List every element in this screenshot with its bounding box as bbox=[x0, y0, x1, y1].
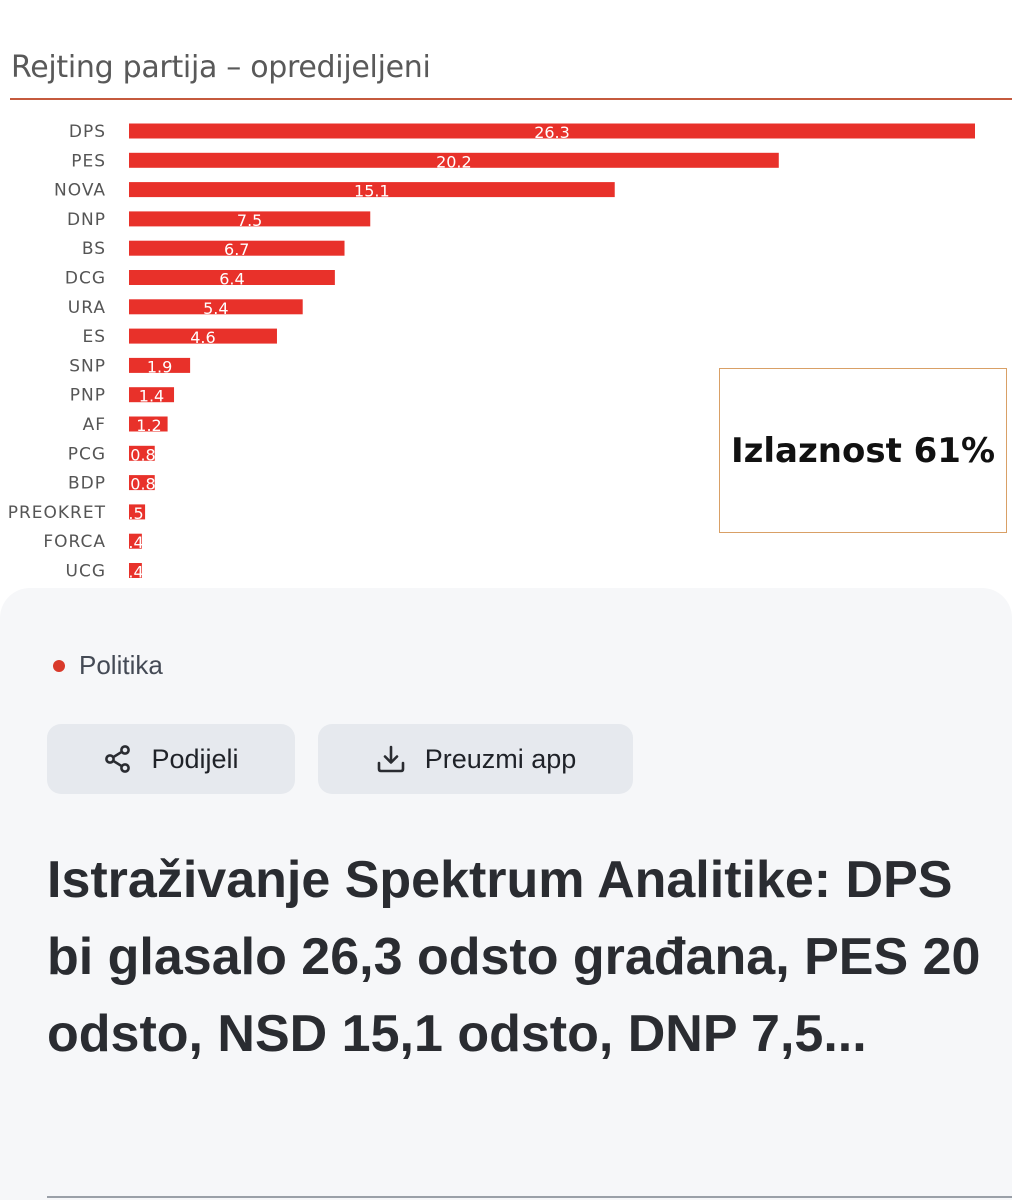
category-label-nova: NOVA bbox=[54, 181, 106, 201]
category-label-af: AF bbox=[83, 415, 106, 435]
category-label-pcg: PCG bbox=[68, 444, 106, 464]
article-headline[interactable]: Istraživanje Spektrum Analitike: DPS bi … bbox=[47, 851, 981, 1063]
share-button[interactable]: Podijeli bbox=[47, 724, 295, 794]
bar-pnp bbox=[129, 387, 175, 403]
bar-preokret bbox=[129, 504, 146, 520]
data-label-bs: 6.7 bbox=[224, 240, 249, 259]
category-label-pnp: PNP bbox=[70, 386, 106, 406]
turnout-box: Izlaznost 61% bbox=[719, 368, 1007, 533]
bar-bs bbox=[129, 240, 345, 256]
data-label-pnp: 1.4 bbox=[139, 387, 164, 406]
bar-af bbox=[129, 416, 168, 432]
data-label-dnp: 7.5 bbox=[237, 211, 262, 230]
data-label-bdp: 0.8 bbox=[130, 475, 155, 494]
category-label-forca: FORCA bbox=[43, 532, 106, 552]
category-label-es: ES bbox=[82, 327, 106, 347]
bar-es bbox=[129, 328, 277, 344]
data-label-ucg: .4 bbox=[128, 563, 143, 582]
bar-dps bbox=[129, 123, 975, 139]
category-label-preokret: PREOKRET bbox=[8, 503, 106, 523]
share-icon bbox=[103, 744, 133, 774]
bar-snp bbox=[129, 357, 191, 373]
bar-dcg bbox=[129, 270, 335, 285]
download-button-label: Preuzmi app bbox=[424, 743, 577, 774]
chart-title: Rejting partija – opredijeljeni bbox=[11, 50, 431, 85]
data-label-pcg: 0.8 bbox=[130, 445, 155, 464]
category-dot-icon bbox=[53, 659, 65, 672]
title-divider bbox=[10, 98, 1012, 100]
turnout-label: Izlaznost 61% bbox=[730, 430, 996, 471]
bar-nova bbox=[129, 182, 615, 198]
bar-forca bbox=[129, 533, 142, 549]
data-label-snp: 1.9 bbox=[147, 357, 172, 376]
chart-image: Rejting partija – opredijeljeni DPS 26.3 P… bbox=[7, 50, 1012, 582]
data-label-dcg: 6.4 bbox=[219, 270, 244, 289]
data-label-forca: .4 bbox=[128, 533, 143, 552]
data-label-af: 1.2 bbox=[136, 416, 161, 435]
data-label-preokret: .5 bbox=[128, 504, 143, 523]
data-label-pes: 20.2 bbox=[436, 152, 472, 171]
bar-ura bbox=[129, 299, 303, 315]
category-label-dcg: DCG bbox=[65, 269, 106, 289]
category-label-dnp: DNP bbox=[67, 210, 106, 230]
category-tag[interactable]: Politika bbox=[53, 650, 163, 681]
category-label-bs: BS bbox=[82, 239, 106, 259]
data-label-ura: 5.4 bbox=[203, 299, 228, 318]
category-label-dps: DPS bbox=[69, 122, 106, 142]
category-label-pes: PES bbox=[71, 151, 106, 171]
bar-ucg bbox=[129, 563, 142, 578]
bar-chart: DPS 26.3 PES 20.2 NOVA 15.1 DNP 7.5 BS 6.7 DCG 6.4 U… bbox=[8, 122, 975, 582]
bar-dnp bbox=[129, 211, 371, 227]
share-button-label: Podijeli bbox=[151, 743, 239, 774]
bottom-divider bbox=[47, 1196, 1012, 1198]
data-label-es: 4.6 bbox=[190, 328, 215, 347]
category-label-ucg: UCG bbox=[66, 562, 107, 582]
data-label-dps: 26.3 bbox=[534, 123, 570, 142]
download-icon bbox=[375, 743, 407, 775]
bar-bdp bbox=[129, 475, 155, 491]
category-label-ura: URA bbox=[68, 298, 106, 318]
bar-pes bbox=[129, 152, 779, 168]
article-card bbox=[0, 588, 1012, 1200]
download-app-button[interactable]: Preuzmi app bbox=[318, 724, 633, 794]
category-label-snp: SNP bbox=[69, 356, 106, 376]
bar-pcg bbox=[129, 445, 155, 461]
category-label-bdp: BDP bbox=[68, 474, 106, 494]
data-label-nova: 15.1 bbox=[354, 182, 390, 201]
category-label: Politika bbox=[79, 650, 163, 680]
